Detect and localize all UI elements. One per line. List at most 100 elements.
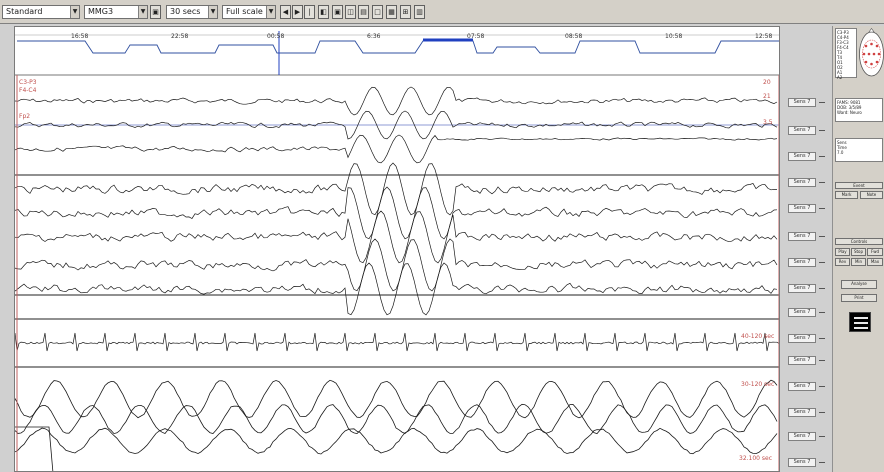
toolbar-button-7[interactable]: ▤: [358, 5, 369, 19]
patient-info-line-3: Ward: Neuro: [837, 110, 862, 115]
controls-label: Controls: [835, 238, 883, 245]
event-note-button[interactable]: Note: [860, 191, 883, 199]
montage-dropdown-value: MMG3: [88, 7, 114, 16]
sensitivity-row: Sens 7: [788, 232, 830, 242]
eeg-trace-panel[interactable]: 16:58 22:58 00:58 6:36 07:58 08:58 10:58…: [14, 26, 780, 472]
overview-time-label-3: 00:58: [267, 33, 285, 40]
channel-value-6: 32.100 sec: [739, 455, 773, 462]
montage-list-item[interactable]: C3-P3: [837, 30, 849, 35]
toolbar-button-9[interactable]: ▦: [386, 5, 397, 19]
sensitivity-button[interactable]: Sens 7: [788, 126, 816, 135]
overview-time-label-8: 12:58: [755, 33, 773, 40]
toolbar-button-10[interactable]: ⊞: [400, 5, 411, 19]
montage-dropdown[interactable]: MMG3 ▼: [84, 5, 148, 19]
montage-list-item[interactable]: A1: [837, 70, 843, 75]
sensitivity-button[interactable]: Sens 7: [788, 232, 816, 241]
montage-list-item[interactable]: A2: [837, 75, 843, 80]
side-panel: C3-P3 C4-P4 F3-C3 F4-C4 T3 T4 O1 O2 A1 A2 FAMS: 9…: [832, 26, 884, 472]
sensitivity-button[interactable]: Sens 7: [788, 458, 816, 467]
preview-line: [854, 327, 868, 329]
scale-dropdown[interactable]: Full scale ▼: [222, 5, 276, 19]
settings-header-1: Sens: [837, 140, 847, 145]
forward-button[interactable]: Fwd: [867, 248, 883, 256]
montage-list-item[interactable]: F4-C4: [837, 45, 849, 50]
toolbar-button-4[interactable]: ◧: [318, 5, 329, 19]
ecg-trace: [15, 332, 779, 352]
overview-time-label-4: 6:36: [367, 33, 381, 40]
toolbar-button-1[interactable]: ◀: [280, 5, 291, 19]
toolbar-button-8[interactable]: □: [372, 5, 383, 19]
chevron-down-icon: ▼: [70, 6, 79, 18]
toolbar-button-11[interactable]: ▥: [414, 5, 425, 19]
montage-list-item[interactable]: O2: [837, 65, 843, 70]
sensitivity-row: Sens 7: [788, 334, 830, 344]
chevron-down-icon: ▼: [208, 6, 217, 18]
sensitivity-tick: [819, 436, 825, 437]
sensitivity-button[interactable]: Sens 7: [788, 334, 816, 343]
sensitivity-tick: [819, 312, 825, 313]
video-preview[interactable]: [849, 312, 871, 332]
montage-list-item[interactable]: T3: [837, 50, 842, 55]
overview-time-label-2: 22:58: [171, 33, 189, 40]
electrode-head-map-icon[interactable]: [858, 28, 884, 80]
sensitivity-button[interactable]: Sens 7: [788, 178, 816, 187]
channel-value-4: 40-120 sec: [741, 333, 775, 340]
play-button[interactable]: Play: [835, 248, 850, 256]
montage-list-item[interactable]: T4: [837, 55, 842, 60]
overview-time-label-7: 10:58: [665, 33, 683, 40]
sensitivity-tick: [819, 130, 825, 131]
sensitivity-button[interactable]: Sens 7: [788, 258, 816, 267]
filter-dropdown[interactable]: Standard ▼: [2, 5, 80, 19]
channel-label-3: Fp2: [19, 113, 31, 120]
toolbar-button-5[interactable]: ▣: [332, 5, 343, 19]
sensitivity-row: Sens 7: [788, 432, 830, 442]
timebase-dropdown[interactable]: 30 secs ▼: [166, 5, 218, 19]
channel-value-2: 21: [763, 93, 771, 100]
sensitivity-row: Sens 7: [788, 356, 830, 366]
sensitivity-button[interactable]: Sens 7: [788, 98, 816, 107]
min-button[interactable]: Min: [851, 258, 866, 266]
channel-value-1: 20: [763, 79, 771, 86]
montage-list-item[interactable]: F3-C3: [837, 40, 849, 45]
settings-row-1: 7.0: [837, 150, 844, 155]
sensitivity-button[interactable]: Sens 7: [788, 284, 816, 293]
toolbar-button-6[interactable]: ◫: [345, 5, 356, 19]
sensitivity-row: Sens 7: [788, 178, 830, 188]
eeg-channel-trace: [15, 210, 778, 264]
overview-time-label-5: 07:58: [467, 33, 485, 40]
sensitivity-tick: [819, 288, 825, 289]
analyse-button[interactable]: Analyse: [841, 280, 877, 289]
sensitivity-button[interactable]: Sens 7: [788, 308, 816, 317]
sensitivity-button[interactable]: Sens 7: [788, 408, 816, 417]
montage-list[interactable]: C3-P3 C4-P4 F3-C3 F4-C4 T3 T4 O1 O2 A1 A2: [835, 28, 857, 80]
reverse-button[interactable]: Rev: [835, 258, 850, 266]
sensitivity-button[interactable]: Sens 7: [788, 432, 816, 441]
sensitivity-row: Sens 7: [788, 284, 830, 294]
settings-table: Sens Time 7.0: [835, 138, 883, 162]
sensitivity-button[interactable]: Sens 7: [788, 152, 816, 161]
sensitivity-tick: [819, 236, 825, 237]
sensitivity-button[interactable]: Sens 7: [788, 356, 816, 365]
toolbar-button-3[interactable]: |: [304, 5, 315, 19]
channel-value-5: 30-120 sec: [741, 381, 775, 388]
eeg-channel-trace: [15, 186, 778, 240]
respiratory-trace: [15, 379, 778, 419]
sensitivity-row: Sens 7: [788, 152, 830, 162]
print-button[interactable]: Print: [841, 294, 877, 302]
patient-info-line-1: FAMS: 9081: [837, 100, 861, 105]
montage-edit-button[interactable]: ▣: [150, 5, 161, 19]
montage-list-item[interactable]: C4-P4: [837, 35, 849, 40]
sensitivity-row: Sens 7: [788, 126, 830, 136]
event-mark-button[interactable]: Mark: [835, 191, 858, 199]
sensitivity-button[interactable]: Sens 7: [788, 382, 816, 391]
sensitivity-row: Sens 7: [788, 458, 830, 468]
trace-group: [15, 86, 779, 471]
max-button[interactable]: Max: [867, 258, 883, 266]
montage-list-item[interactable]: O1: [837, 60, 843, 65]
sensitivity-button[interactable]: Sens 7: [788, 204, 816, 213]
patient-info-line-2: DOB: 3/5/89: [837, 105, 862, 110]
sensitivity-tick: [819, 338, 825, 339]
stop-button[interactable]: Stop: [851, 248, 866, 256]
toolbar-button-2[interactable]: ▶: [292, 5, 303, 19]
